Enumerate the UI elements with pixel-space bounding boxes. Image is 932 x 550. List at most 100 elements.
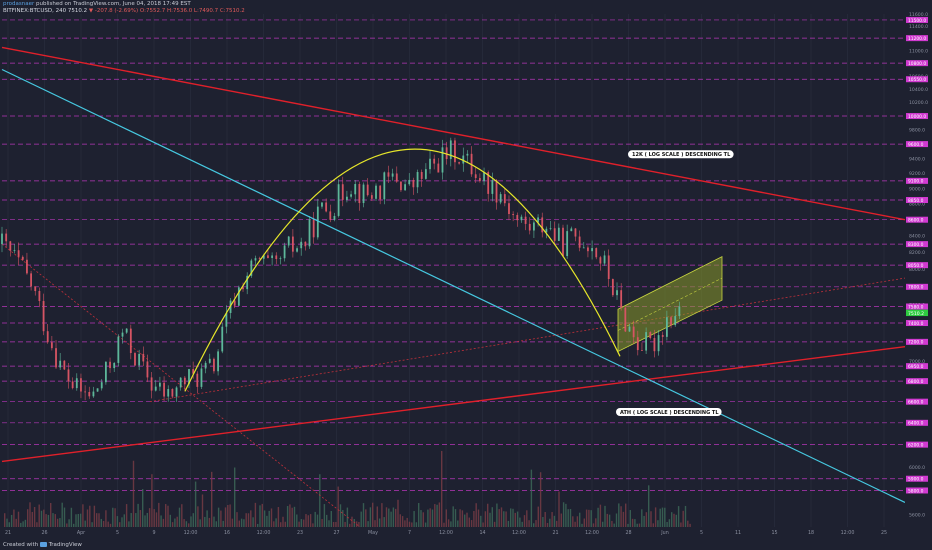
volume-bar: [337, 486, 339, 527]
volume-bar: [43, 509, 45, 527]
price-level-tag-text: 8050.0: [908, 263, 924, 269]
price-level-tag-text: 11200.0: [908, 36, 926, 42]
volume-bar: [188, 523, 190, 527]
time-axis[interactable]: 21 26 Apr 5 9 12:00 16 12:00 23 27 May 7 12:00 14 12:0…: [0, 527, 932, 550]
volume-bar: [378, 518, 381, 527]
candle-body: [159, 382, 161, 387]
price-axis-label: 11600.0: [909, 12, 928, 18]
candle-body: [262, 255, 265, 259]
annotation-text: ATH ( LOG SCALE ) DESCENDING TL: [620, 410, 719, 416]
candle-body: [445, 147, 448, 160]
volume-bar: [89, 505, 91, 527]
volume-bar: [15, 518, 17, 527]
candle-body: [562, 227, 564, 257]
volume-bar: [280, 522, 282, 527]
candle-body: [312, 219, 315, 238]
volume-bar: [535, 520, 537, 527]
volume-bar: [105, 510, 107, 527]
volume-bar: [183, 519, 185, 527]
volume-bar: [608, 514, 611, 527]
volume-bar: [395, 508, 397, 527]
candle-body: [412, 179, 415, 188]
volume-bar: [231, 518, 234, 527]
volume-bar: [641, 509, 643, 527]
volume-bar: [40, 510, 43, 527]
candle-body: [429, 158, 431, 170]
volume-bar: [300, 519, 303, 527]
price-level-tag-text: 7200.0: [908, 340, 924, 346]
price-change: ▼ -207.8 (-2.69%): [88, 8, 139, 14]
time-axis-label: 14: [479, 530, 485, 536]
author-name[interactable]: prodasnaer: [3, 1, 35, 7]
volume-bar: [590, 510, 592, 527]
volume-bar: [91, 522, 93, 527]
volume-bar: [137, 503, 139, 527]
time-axis-label: 18: [808, 530, 814, 536]
volume-bar: [204, 516, 206, 527]
candle-body: [42, 301, 45, 332]
volume-bar: [434, 504, 436, 527]
volume-bar: [385, 507, 388, 527]
volume-bar: [650, 511, 652, 527]
volume-bar: [109, 523, 112, 527]
price-level-tag: [906, 216, 928, 223]
volume-bar: [316, 514, 319, 527]
tradingview-brand[interactable]: TradingView: [48, 542, 82, 548]
candle-body: [516, 214, 519, 221]
ohlc-values: O:7552.7 H:7536.0 L:7490.7 C:7510.2: [139, 8, 245, 14]
price-axis-label: 8200.0: [909, 250, 925, 256]
time-axis-label: 16: [224, 530, 230, 536]
volume-bar: [438, 502, 441, 527]
candle-body: [549, 228, 552, 230]
volume-bar: [512, 508, 514, 527]
candle-body: [146, 361, 149, 378]
volume-bar: [45, 514, 47, 527]
current-price-text: 7510.2: [908, 311, 924, 317]
time-axis-label: 12:00: [512, 530, 526, 536]
volume-bar: [96, 513, 98, 527]
volume-bar: [549, 518, 551, 527]
volume-bar: [215, 521, 217, 527]
volume-bar: [436, 504, 438, 527]
candle-body: [163, 382, 165, 397]
candle-body: [362, 184, 365, 204]
candle-body: [603, 255, 606, 264]
candle-body: [125, 328, 128, 333]
volume-bar: [422, 512, 424, 527]
volume-bar: [443, 522, 445, 527]
candle-body: [80, 378, 82, 392]
volume-bar: [128, 521, 130, 527]
volume-bar: [429, 508, 431, 527]
candle-body: [204, 362, 207, 369]
volume-bar: [579, 512, 581, 527]
volume-bar: [556, 520, 558, 527]
volume-bar: [153, 509, 155, 527]
volume-bar: [452, 506, 454, 527]
volume-bar: [123, 514, 125, 527]
last-price: 7510.2: [67, 8, 88, 14]
price-axis-label: 7000.0: [909, 359, 925, 365]
volume-bar: [176, 516, 178, 527]
candle-body: [641, 350, 643, 351]
candle-body: [233, 300, 236, 306]
tradingview-logo-icon[interactable]: [39, 542, 47, 547]
candle-body: [449, 140, 452, 160]
candle-body: [346, 196, 348, 200]
candle-body: [225, 312, 228, 327]
price-axis-label: 5600.0: [909, 512, 925, 518]
price-axis[interactable]: 11600.011400.011200.011000.010800.010600…: [905, 0, 932, 550]
volume-bar: [192, 513, 194, 527]
volume-bar: [335, 522, 337, 527]
volume-bar: [355, 521, 358, 527]
volume-bar: [298, 521, 300, 527]
price-level-tag-text: 10550.0: [908, 77, 926, 83]
volume-bar: [473, 510, 475, 527]
volume-bar: [489, 512, 491, 527]
price-level-tag: [906, 398, 928, 405]
price-axis-label: 10200.0: [909, 100, 928, 106]
volume-bar: [498, 509, 500, 527]
price-axis-label: 8400.0: [909, 234, 925, 240]
price-level-tag: [906, 16, 928, 23]
candle-body: [512, 214, 515, 215]
